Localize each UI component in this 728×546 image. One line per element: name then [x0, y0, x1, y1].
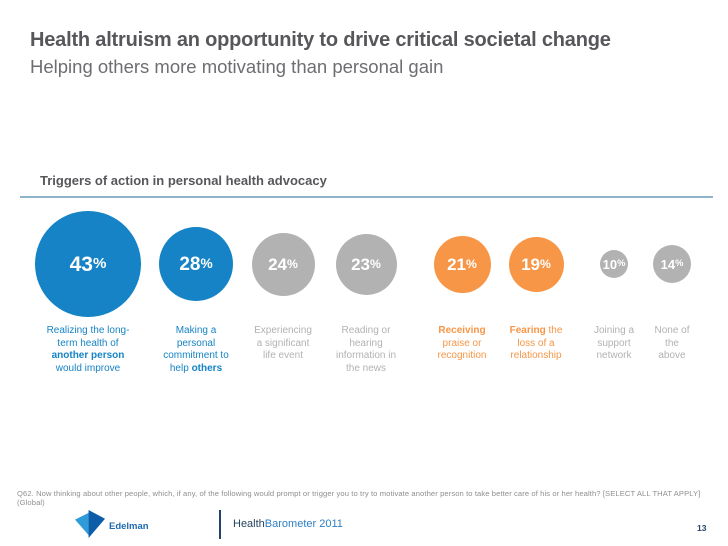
bubble-label: Making a personal commitment to help oth…: [163, 325, 229, 374]
edelman-logo-icon: [75, 510, 105, 539]
survey-question-footnote: Q62. Now thinking about other people, wh…: [17, 489, 701, 507]
bubble-28-percent: 28%: [159, 227, 233, 301]
bubble-19-percent: 19%: [508, 236, 564, 292]
bubble-label: Reading or hearing information in the ne…: [335, 325, 397, 374]
section-divider-line: [20, 196, 713, 198]
bubble-column: 43% Realizing the long-term health of ano…: [26, 206, 150, 375]
page-number: 13: [697, 523, 707, 533]
bubble-wrap: 19%: [508, 206, 564, 322]
bubble-23-percent: 23%: [335, 233, 397, 295]
percent-sign: %: [370, 256, 381, 271]
brand-health: Health: [233, 518, 265, 530]
bubble-label: Joining a support network: [593, 325, 635, 361]
edelman-logo-text: Edelman: [109, 521, 149, 532]
bubble-label: Receiving praise or recognition: [437, 325, 487, 361]
bubble-column: 23% Reading or hearing information in the…: [320, 206, 412, 375]
bubble-column: 21% Receiving praise or recognition: [416, 206, 508, 363]
bubble-wrap: 28%: [159, 206, 233, 322]
bubble-value: 43: [69, 252, 93, 276]
slide-subtitle: Helping others more motivating than pers…: [30, 56, 444, 77]
bubble-wrap: 24%: [251, 206, 315, 322]
percent-sign: %: [466, 256, 477, 271]
bubble-value: 10: [602, 256, 618, 272]
footer-divider: [219, 510, 221, 539]
bubble-wrap: 21%: [433, 206, 491, 322]
bubble-label: None of the above: [654, 325, 690, 361]
slide-title: Health altruism an opportunity to drive …: [30, 29, 611, 51]
bubble-column: 24% Experiencing a significant life event: [241, 206, 325, 363]
chart-title: Triggers of action in personal health ad…: [40, 173, 327, 188]
percent-sign: %: [675, 258, 684, 269]
bubble-label: Realizing the long-term health of anothe…: [46, 325, 130, 374]
bubble-value: 28: [179, 253, 201, 275]
bubble-column: 10% Joining a support network: [576, 206, 652, 363]
percent-sign: %: [92, 255, 107, 273]
bubble-value: 24: [268, 254, 288, 274]
percent-sign: %: [540, 256, 551, 271]
percent-sign: %: [200, 256, 213, 272]
bubble-value: 14: [660, 256, 676, 272]
bubble-21-percent: 21%: [433, 235, 491, 293]
bubble-column: 19% Fearing the loss of a relationship: [494, 206, 578, 363]
bubble-value: 19: [521, 254, 541, 274]
bubble-10-percent: 10%: [600, 250, 628, 278]
bubble-wrap: 10%: [600, 206, 628, 322]
bubble-value: 23: [351, 254, 371, 274]
bubble-24-percent: 24%: [251, 232, 315, 296]
bubble-column: 28% Making a personal commitment to help …: [148, 206, 244, 375]
report-brand: HealthBarometer 2011: [233, 518, 343, 530]
percent-sign: %: [287, 256, 298, 271]
bubble-wrap: 43%: [35, 206, 141, 322]
bubble-label: Experiencing a significant life event: [254, 325, 312, 361]
bubble-wrap: 23%: [335, 206, 397, 322]
bubble-14-percent: 14%: [653, 245, 691, 283]
bubble-value: 21: [447, 254, 467, 274]
bubble-column: 14% None of the above: [638, 206, 706, 363]
bubble-43-percent: 43%: [35, 211, 141, 317]
percent-sign: %: [617, 258, 626, 269]
brand-barometer: Barometer 2011: [264, 518, 343, 530]
bubble-label: Fearing the loss of a relationship: [509, 325, 563, 361]
bubble-wrap: 14%: [653, 206, 691, 322]
